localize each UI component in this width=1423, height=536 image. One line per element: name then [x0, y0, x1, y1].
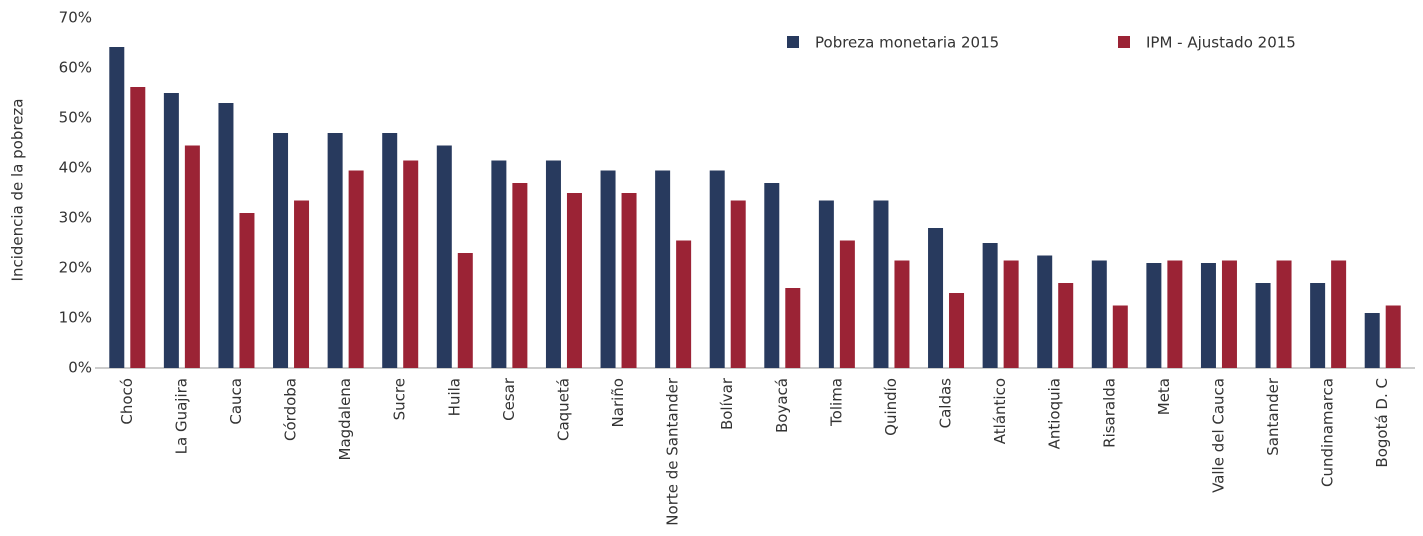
- x-tick-label: La Guajira: [172, 378, 190, 454]
- bar: [545, 160, 561, 368]
- bar: [982, 243, 998, 368]
- x-tick-label: Bogotá D. C: [1373, 378, 1391, 468]
- bar: [1091, 260, 1107, 368]
- x-tick-label: Cundinamarca: [1319, 378, 1337, 487]
- legend-label: IPM - Ajustado 2015: [1146, 34, 1296, 52]
- x-tick-label: Magdalena: [336, 378, 354, 460]
- bar: [1037, 255, 1053, 368]
- x-tick-label: Norte de Santander: [664, 377, 682, 526]
- bar: [327, 133, 343, 368]
- bar: [785, 288, 801, 368]
- bar: [130, 87, 146, 368]
- bar: [512, 183, 528, 368]
- bar: [457, 253, 473, 368]
- y-tick-label: 60%: [59, 59, 92, 77]
- x-tick-label: Sucre: [391, 378, 409, 420]
- bar: [109, 47, 125, 368]
- legend-label: Pobreza monetaria 2015: [815, 34, 999, 52]
- bar: [839, 240, 855, 368]
- bar: [600, 170, 616, 368]
- bar: [1331, 260, 1347, 368]
- bar: [676, 240, 692, 368]
- bar: [873, 200, 889, 368]
- bar: [655, 170, 671, 368]
- bar: [730, 200, 746, 368]
- x-tick-label: Chocó: [118, 378, 136, 425]
- bar: [1058, 283, 1074, 368]
- y-tick-label: 10%: [59, 309, 92, 327]
- y-tick-label: 0%: [68, 359, 92, 377]
- x-tick-label: Atlántico: [991, 378, 1009, 444]
- bar: [403, 160, 419, 368]
- y-tick-label: 70%: [59, 9, 92, 27]
- x-tick-label: Risaralda: [1100, 378, 1118, 448]
- bar: [218, 103, 234, 368]
- bar: [1310, 283, 1326, 368]
- x-tick-label: Meta: [1155, 378, 1173, 415]
- bar: [1200, 263, 1216, 368]
- bar: [1112, 305, 1128, 368]
- bar: [566, 193, 582, 368]
- bar: [709, 170, 725, 368]
- y-tick-label: 20%: [59, 259, 92, 277]
- legend-swatch: [1118, 36, 1130, 48]
- bar: [928, 228, 944, 368]
- bar: [1364, 313, 1380, 368]
- x-tick-label: Huila: [445, 378, 463, 416]
- bar: [382, 133, 398, 368]
- x-tick-label: Antioquia: [1046, 378, 1064, 449]
- y-axis-label: Incidencia de la pobreza: [9, 99, 27, 282]
- bar: [239, 213, 255, 368]
- bar: [1167, 260, 1183, 368]
- bar: [818, 200, 834, 368]
- y-tick-label: 40%: [59, 159, 92, 177]
- x-tick-label: Tolima: [827, 378, 845, 427]
- x-tick-label: Quindío: [882, 378, 900, 436]
- y-tick-label: 30%: [59, 209, 92, 227]
- x-tick-label: Córdoba: [282, 378, 300, 441]
- x-tick-label: Cauca: [227, 378, 245, 425]
- bar: [1276, 260, 1292, 368]
- bar: [894, 260, 910, 368]
- bar: [621, 193, 637, 368]
- bar: [273, 133, 289, 368]
- bar: [294, 200, 310, 368]
- bar: [348, 170, 364, 368]
- x-tick-label: Caquetá: [554, 378, 572, 441]
- bar: [163, 93, 179, 368]
- bar: [1385, 305, 1401, 368]
- bar: [184, 145, 200, 368]
- bar: [1003, 260, 1019, 368]
- y-tick-label: 50%: [59, 109, 92, 127]
- x-tick-label: Valle del Cauca: [1209, 378, 1227, 493]
- bar: [949, 293, 965, 368]
- x-tick-label: Caldas: [937, 378, 955, 429]
- bar: [1146, 263, 1162, 368]
- x-tick-label: Bolívar: [718, 377, 736, 430]
- bar: [764, 183, 780, 368]
- bar: [436, 145, 452, 368]
- legend-swatch: [787, 36, 799, 48]
- x-tick-label: Santander: [1264, 377, 1282, 456]
- x-tick-label: Nariño: [609, 378, 627, 427]
- bar: [1221, 260, 1237, 368]
- x-tick-label: Cesar: [500, 377, 518, 421]
- x-tick-label: Boyacá: [773, 378, 791, 433]
- bar: [491, 160, 507, 368]
- bar: [1255, 283, 1271, 368]
